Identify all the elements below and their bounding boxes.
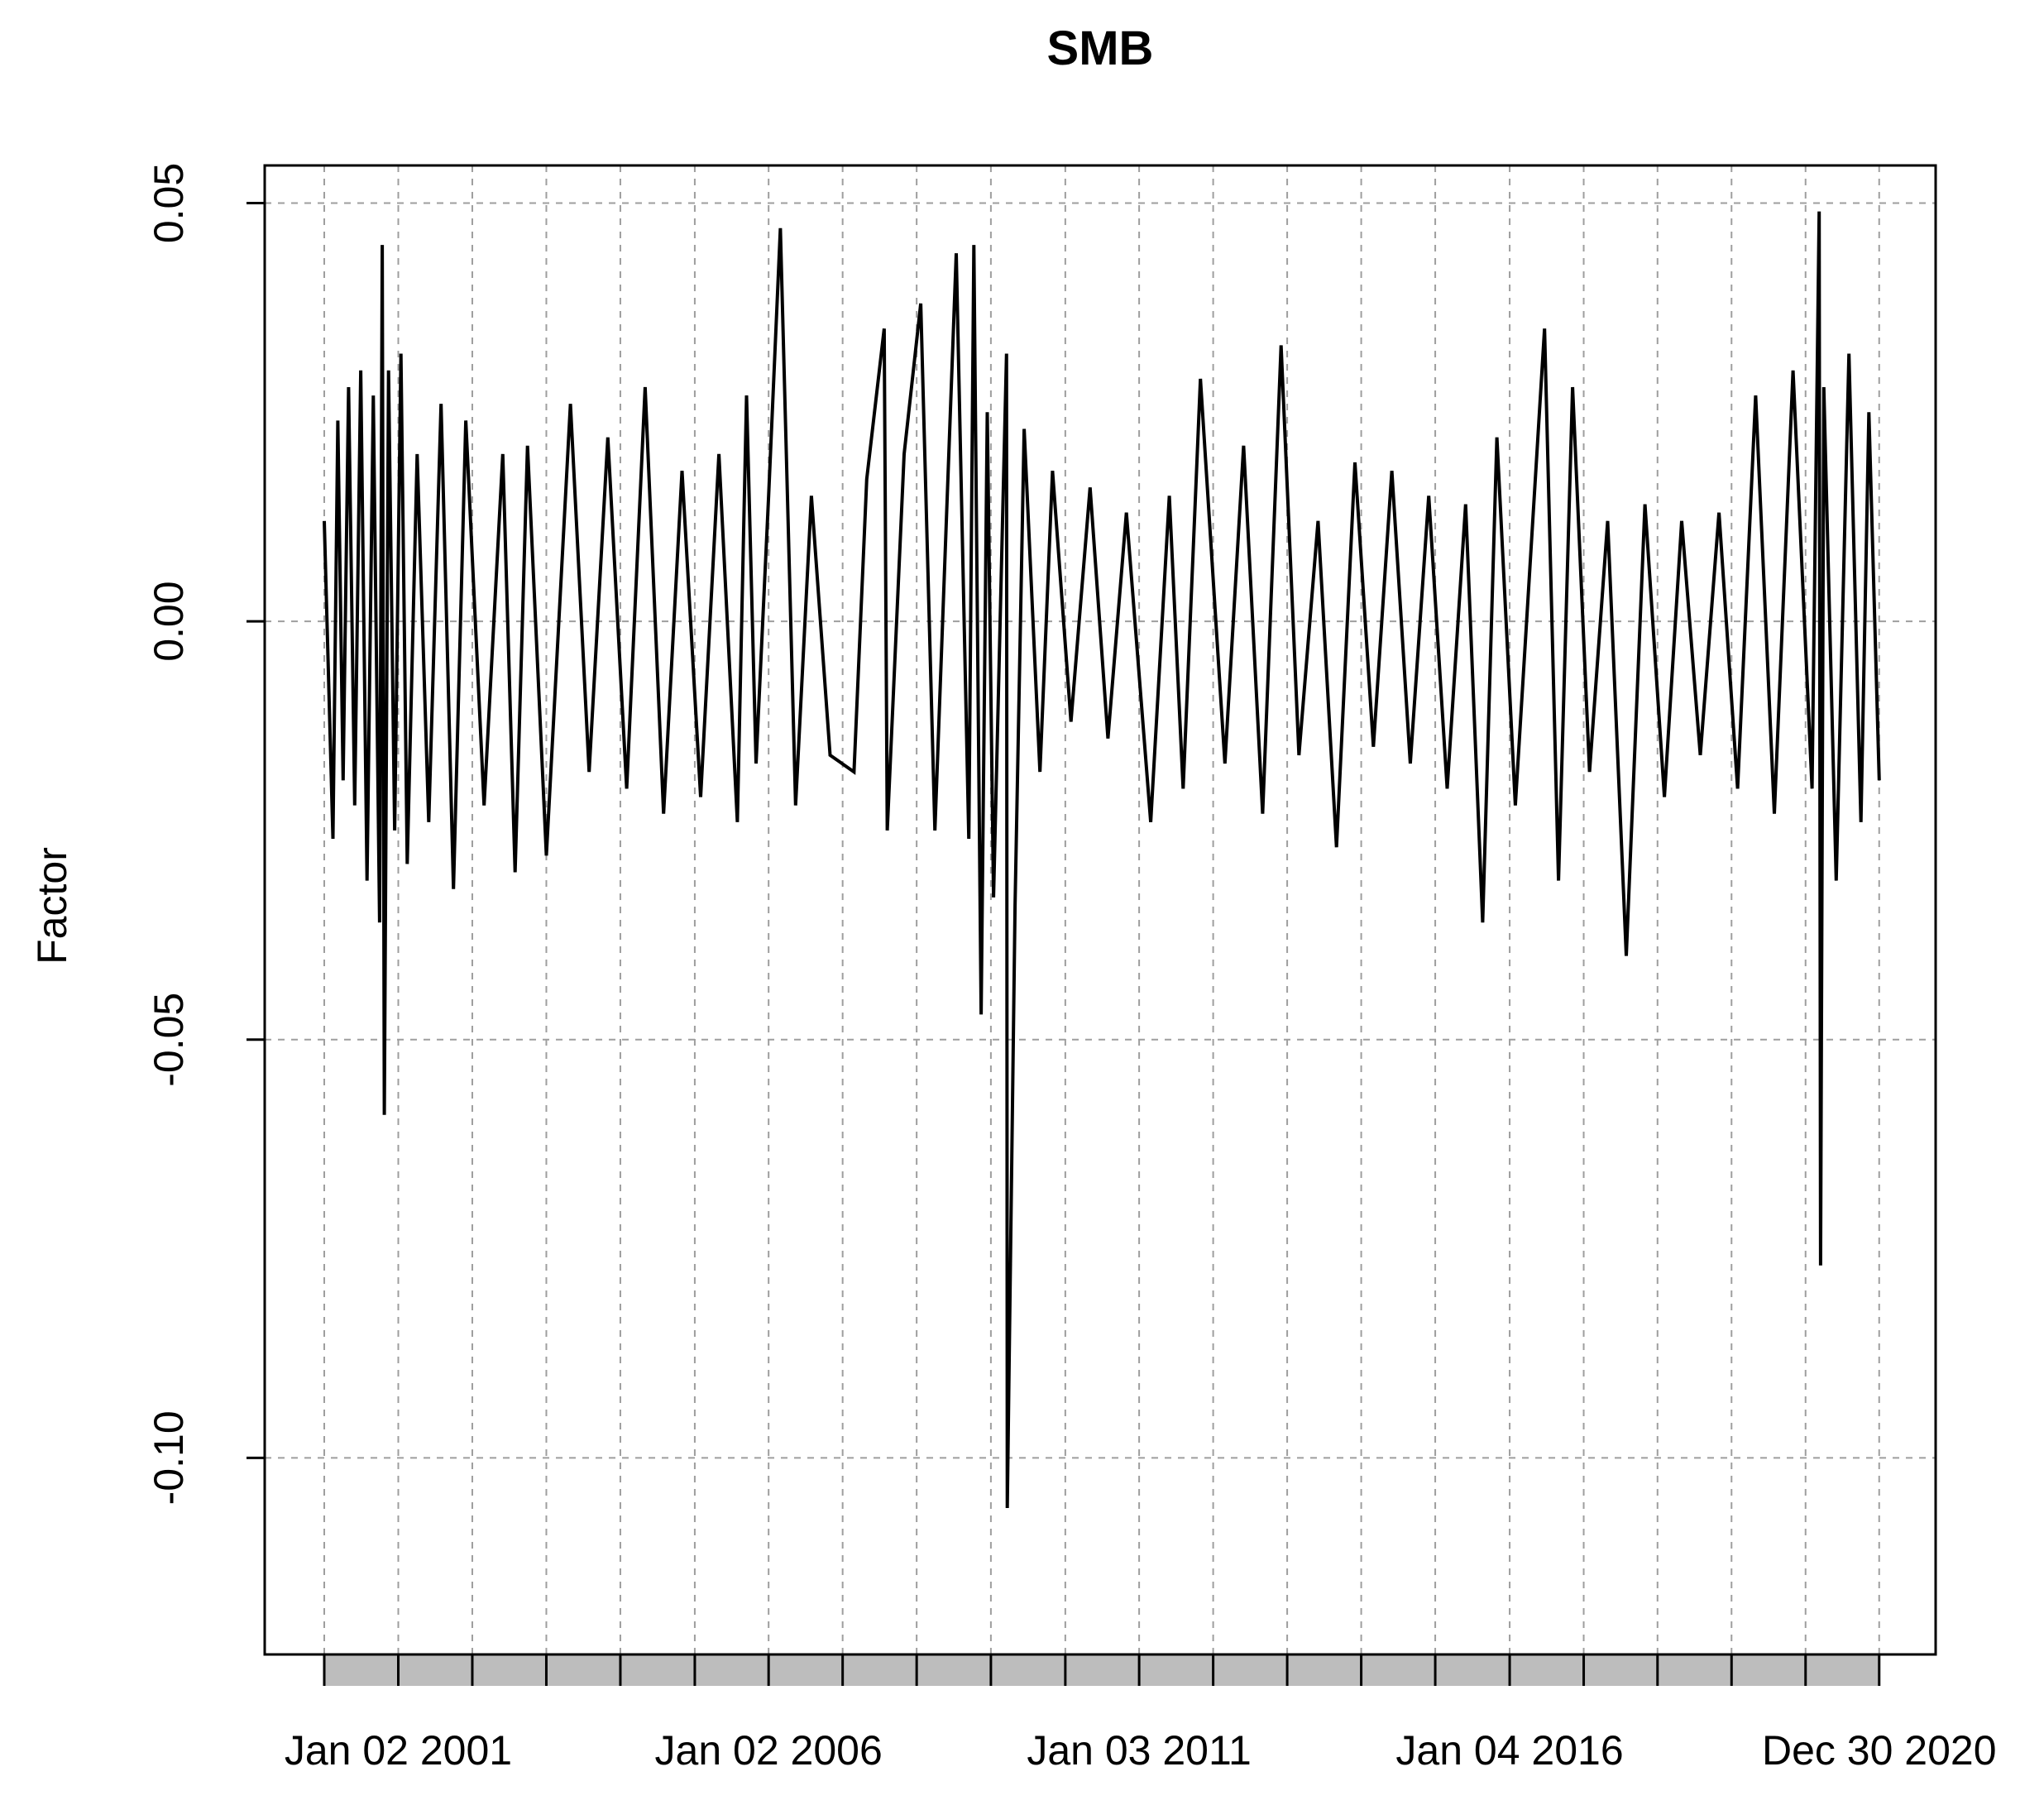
x-tick-label: Jan 03 2011 [1027,1727,1252,1774]
y-axis-label: Factor [29,847,75,965]
grid-lines [265,165,1936,1654]
series-line [323,211,1881,1509]
y-tick-label: -0.05 [146,993,192,1087]
y-tick-label: 0.05 [146,163,192,243]
x-tick-label: Dec 30 2020 [1762,1727,1997,1774]
chart-title: SMB [1047,22,1154,75]
x-tick-label: Jan 02 2001 [285,1727,512,1774]
x-tick-label: Jan 02 2006 [655,1727,883,1774]
y-tick-label: -0.10 [146,1410,192,1505]
x-axis-band [324,1654,1879,1686]
series-polyline [323,211,1881,1509]
x-axis: Jan 02 2001 Jan 02 2006 Jan 03 2011 Jan 04 … [285,1654,1997,1774]
plot-frame [263,164,1937,1656]
x-tick-label: Jan 04 2016 [1395,1727,1623,1774]
y-tick-label: 0.00 [146,581,192,661]
